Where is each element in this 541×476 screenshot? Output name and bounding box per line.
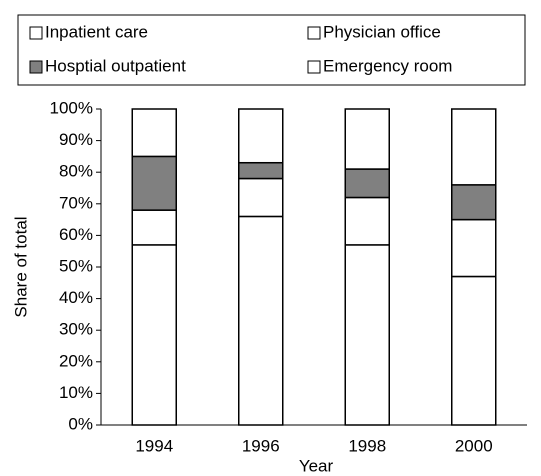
x-tick-label: 1998 (348, 436, 386, 455)
y-tick-label: 100% (50, 98, 93, 117)
legend-swatch (29, 26, 43, 40)
bar-segment (344, 244, 390, 426)
y-tick-label: 70% (59, 193, 93, 212)
legend-swatch (29, 60, 43, 74)
bar-segment (451, 108, 497, 186)
y-tick-label: 50% (59, 256, 93, 275)
x-tick-label: 1996 (242, 436, 280, 455)
y-tick-label: 30% (59, 320, 93, 339)
bar-segment (238, 215, 284, 426)
y-tick-label: 80% (59, 162, 93, 181)
bar-segment (451, 184, 497, 221)
y-tick-label: 20% (59, 351, 93, 370)
y-tick-label: 0% (68, 414, 93, 433)
legend-box (17, 14, 526, 86)
bar-segment (344, 108, 390, 170)
bar-segment (344, 196, 390, 246)
bar-segment (238, 161, 284, 180)
legend-swatch (307, 60, 321, 74)
bar-segment (451, 218, 497, 278)
x-tick-label: 2000 (455, 436, 493, 455)
x-axis-label: Year (299, 456, 334, 475)
y-tick-label: 60% (59, 225, 93, 244)
bar-segment (344, 168, 390, 199)
legend-label: Physician office (323, 22, 441, 41)
bar-segment (238, 108, 284, 164)
y-axis-label: Share of total (11, 216, 30, 317)
y-tick-label: 40% (59, 288, 93, 307)
legend-label: Emergency room (323, 56, 452, 75)
bar-segment (131, 155, 177, 211)
legend-label: Inpatient care (45, 22, 148, 41)
bar-segment (131, 209, 177, 246)
bar-segment (238, 177, 284, 218)
bar-segment (131, 244, 177, 426)
legend-label: Hosptial outpatient (45, 56, 186, 75)
y-tick-label: 90% (59, 130, 93, 149)
bar-segment (451, 275, 497, 426)
x-tick-label: 1994 (135, 436, 173, 455)
y-tick-label: 10% (59, 383, 93, 402)
legend-swatch (307, 26, 321, 40)
bar-segment (131, 108, 177, 158)
